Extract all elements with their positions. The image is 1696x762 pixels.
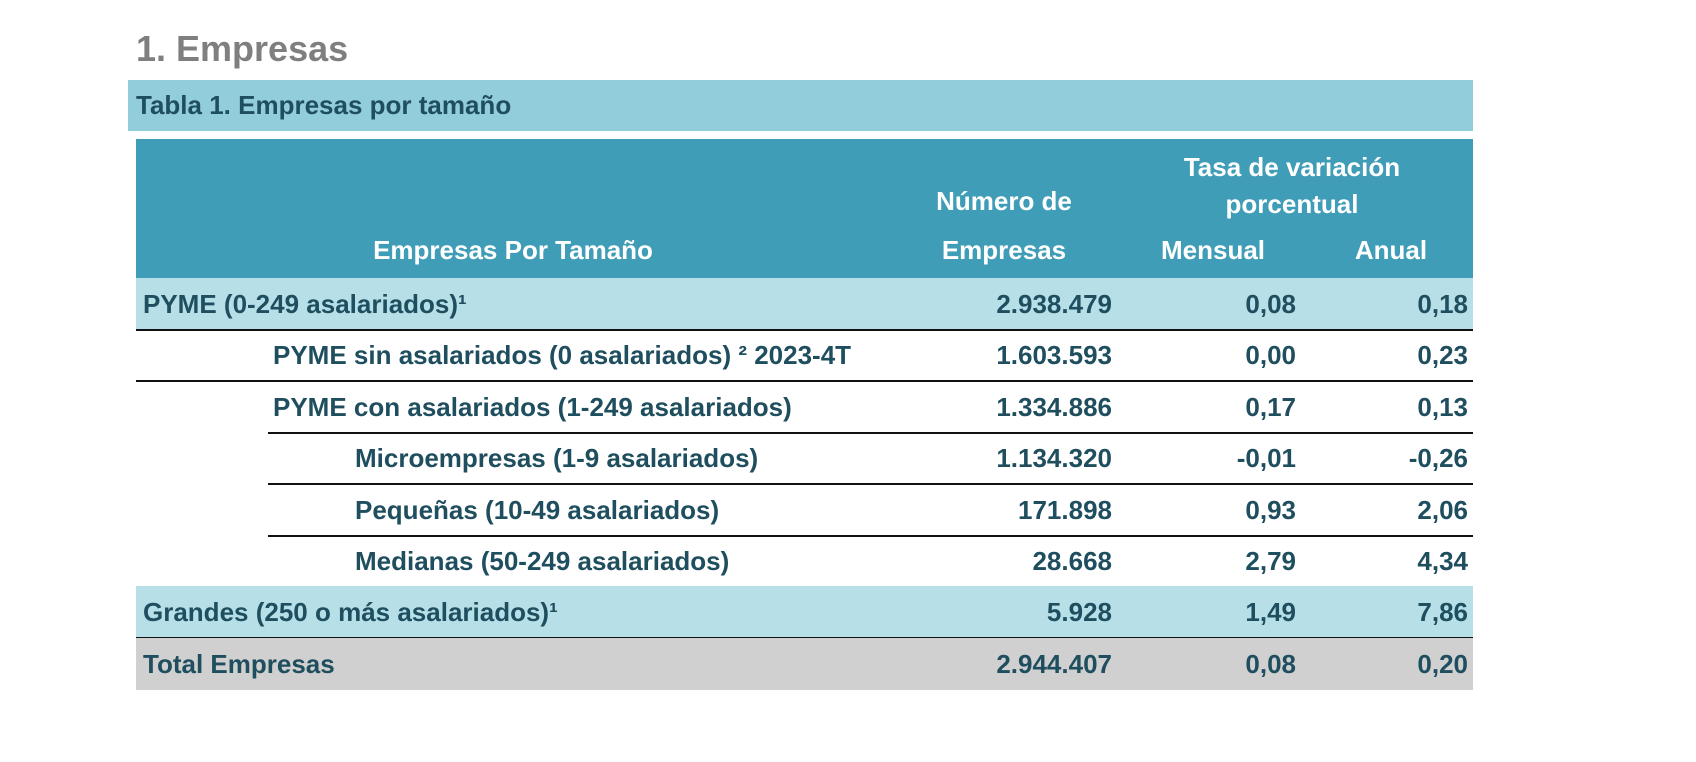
row-label: PYME con asalariados (1-249 asalariados)	[273, 391, 792, 422]
header-cell: Empresas Por Tamaño	[373, 235, 653, 265]
row-value: 0,23	[1417, 340, 1468, 371]
row-value: 2.944.407	[996, 648, 1112, 679]
table-caption: Tabla 1. Empresas por tamaño	[128, 80, 1473, 131]
row-label: Pequeñas (10-49 asalariados)	[355, 494, 720, 525]
row-border	[268, 534, 1473, 537]
row-value: 1.603.593	[996, 340, 1112, 371]
row-value: 0,20	[1417, 648, 1468, 679]
row-value: 1.134.320	[996, 443, 1112, 474]
row-value: 7,86	[1417, 597, 1468, 628]
section-heading: 1. Empresas	[136, 28, 349, 69]
row-border	[268, 483, 1473, 486]
row-value: 2,79	[1245, 546, 1296, 576]
row-value: 28.668	[1032, 546, 1112, 576]
table-row	[136, 586, 1473, 639]
header-cell: Anual	[1354, 235, 1428, 265]
header-cell: Tasa de variación porcentual	[1183, 152, 1401, 219]
row-value: 1.334.886	[996, 391, 1112, 422]
row-value: 0,08	[1245, 289, 1296, 319]
row-value: 171.898	[1018, 494, 1112, 525]
row-value: 1,49	[1245, 597, 1296, 628]
table-row	[136, 278, 1473, 330]
row-value: -0,01	[1236, 443, 1296, 474]
row-value: -0,26	[1408, 443, 1468, 474]
row-label: Microempresas (1-9 asalariados)	[355, 443, 759, 474]
row-value: 0,00	[1245, 340, 1296, 371]
table-header: Empresas Por Tamaño Número de Empresas T…	[136, 139, 1473, 278]
row-value: 2.938.479	[996, 289, 1112, 319]
row-label: PYME sin asalariados (0 asalariados) ² 2…	[273, 340, 852, 371]
row-value: 2,06	[1417, 494, 1468, 525]
header-cell: Mensual	[1160, 235, 1266, 265]
row-value: 4,34	[1417, 546, 1468, 576]
header-cell: Número de	[936, 186, 1072, 216]
row-value: 0,17	[1245, 391, 1296, 422]
row-label: PYME (0-249 asalariados)¹	[143, 289, 467, 319]
row-label: Grandes (250 o más asalariados)¹	[143, 597, 558, 628]
header-cell: Empresas	[941, 235, 1067, 265]
row-label: Total Empresas	[143, 648, 335, 679]
row-label: Medianas (50-249 asalariados)	[355, 546, 730, 576]
table-row	[136, 637, 1473, 690]
row-value: 5.928	[1046, 597, 1112, 628]
row-value: 0,08	[1245, 648, 1296, 679]
row-border	[136, 329, 1473, 331]
row-value: 0,13	[1417, 391, 1468, 422]
row-border	[136, 380, 1473, 383]
row-value: 0,93	[1245, 494, 1296, 525]
row-value: 0,18	[1417, 289, 1468, 319]
row-border	[268, 431, 1473, 434]
